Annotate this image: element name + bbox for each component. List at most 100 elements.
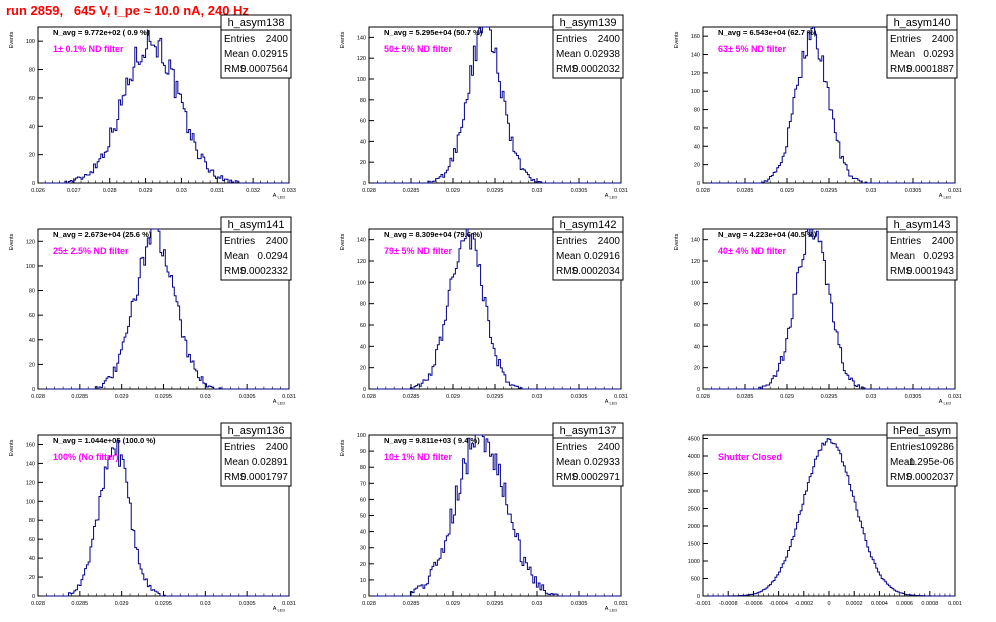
stats-value: 0.0002034 xyxy=(573,266,621,277)
x-tick-label: 0.03 xyxy=(532,188,543,194)
y-tick-label: 100 xyxy=(26,264,35,270)
stats-box xyxy=(220,422,292,487)
y-tick-label: 120 xyxy=(357,259,366,265)
stats-label: RMS xyxy=(890,266,913,277)
x-tick-label: 0.026 xyxy=(31,188,45,194)
stats-title: h_asym139 xyxy=(560,17,617,29)
y-axis-title: Events xyxy=(9,31,15,48)
stats-label: RMS xyxy=(224,266,247,277)
stats-label: RMS xyxy=(890,64,913,75)
stats-box xyxy=(552,14,624,79)
x-tick-label: 0.031 xyxy=(282,394,296,400)
stats-label: Entries xyxy=(890,236,921,247)
stats-title: hPed_asym xyxy=(893,425,951,437)
stats-value: 2400 xyxy=(266,442,289,453)
y-tick-label: 0 xyxy=(363,594,366,600)
x-tick-label: 0.0002 xyxy=(846,601,863,607)
x-tick-label: 0.028 xyxy=(696,188,710,194)
y-tick-label: 160 xyxy=(26,442,35,448)
stats-value: -1.295e-06 xyxy=(906,457,955,468)
x-tick-label: 0.0295 xyxy=(487,601,504,607)
x-tick-label: 0.03 xyxy=(532,601,543,607)
x-tick-label: 0.0285 xyxy=(737,188,754,194)
x-tick-label: 0.028 xyxy=(31,394,45,400)
stats-title: h_asym141 xyxy=(228,219,285,231)
y-axis-title: Events xyxy=(674,31,680,48)
y-axis-title: Events xyxy=(340,439,346,456)
stats-value: 0.02933 xyxy=(584,457,621,468)
navg-label: N_avg = 6.543e+04 (62.7 %) xyxy=(718,28,817,37)
y-tick-label: 60 xyxy=(29,313,35,319)
y-tick-label: 120 xyxy=(691,259,700,265)
stats-label: Mean xyxy=(890,457,915,468)
stats-label: Mean xyxy=(890,49,915,60)
stats-box xyxy=(886,14,958,79)
stats-title: h_asym142 xyxy=(560,219,617,231)
y-tick-label: 120 xyxy=(26,480,35,486)
stats-value: 2400 xyxy=(598,34,621,45)
y-tick-label: 40 xyxy=(694,344,700,350)
y-tick-label: 40 xyxy=(360,530,366,536)
y-axis-title: Events xyxy=(340,31,346,48)
y-tick-label: 2000 xyxy=(688,524,700,530)
y-tick-label: 10 xyxy=(360,578,366,584)
x-tick-label: 0.0305 xyxy=(905,188,922,194)
x-tick-label: 0.03 xyxy=(866,394,877,400)
histogram-line xyxy=(38,228,289,390)
y-tick-label: 0 xyxy=(363,181,366,187)
x-tick-label: 0.0305 xyxy=(571,394,588,400)
filter-label: 100% (No filter) xyxy=(53,452,119,462)
y-tick-label: 40 xyxy=(360,344,366,350)
x-tick-label: 0.029 xyxy=(115,394,129,400)
stats-box xyxy=(220,216,292,281)
stats-label: Entries xyxy=(556,34,587,45)
stats-value: 0.0293 xyxy=(923,251,954,262)
x-tick-label: 0.031 xyxy=(210,188,224,194)
x-tick-label: 0.029 xyxy=(780,188,794,194)
stats-box xyxy=(886,422,958,487)
x-tick-label: 0.001 xyxy=(948,601,962,607)
y-tick-label: 70 xyxy=(360,481,366,487)
x-tick-label: 0.029 xyxy=(446,601,460,607)
y-tick-label: 20 xyxy=(29,153,35,159)
x-axis-title: ALED xyxy=(605,193,618,200)
stats-value: 0.0002037 xyxy=(907,472,955,483)
stats-value: 2400 xyxy=(598,236,621,247)
histogram-panel-hPed_asym: -0.001 -0.0008 -0.0006 -0.0004 -0.0002 0 0.000… xyxy=(688,422,962,607)
y-tick-label: 80 xyxy=(360,465,366,471)
y-tick-label: 40 xyxy=(29,556,35,562)
stats-label: Entries xyxy=(224,34,255,45)
y-tick-label: 100 xyxy=(691,89,700,95)
navg-label: N_avg = 4.223e+04 (40.5 %) xyxy=(718,230,817,239)
stats-label: Entries xyxy=(890,442,921,453)
navg-label: N_avg = 2.673e+04 (25.6 %) xyxy=(53,230,152,239)
y-tick-label: 40 xyxy=(694,144,700,150)
x-tick-label: 0.029 xyxy=(115,601,129,607)
stats-value: 0.02915 xyxy=(252,49,289,60)
x-tick-label: 0.0285 xyxy=(403,394,420,400)
stats-label: Mean xyxy=(224,49,249,60)
y-tick-label: 20 xyxy=(694,366,700,372)
histogram-panel-h_asym138: 0.026 0.027 0.028 0.029 0.03 0.031 0.032 0.033 0… xyxy=(9,14,296,200)
x-tick-label: 0.0006 xyxy=(896,601,913,607)
x-tick-label: 0.028 xyxy=(103,188,117,194)
x-tick-label: 0.0305 xyxy=(571,601,588,607)
y-tick-label: 80 xyxy=(360,98,366,104)
y-tick-label: 120 xyxy=(357,56,366,62)
plot-frame xyxy=(37,26,290,184)
stats-label: Entries xyxy=(224,442,255,453)
x-axis-title: ALED xyxy=(273,606,286,613)
x-tick-label: 0.0285 xyxy=(71,601,88,607)
x-tick-label: 0.031 xyxy=(282,601,296,607)
y-tick-label: 140 xyxy=(691,53,700,59)
filter-label: 25± 2.5% ND filter xyxy=(53,246,129,256)
y-tick-label: 1000 xyxy=(688,559,700,565)
x-tick-label: 0.03 xyxy=(200,394,211,400)
y-tick-label: 80 xyxy=(29,518,35,524)
y-tick-label: 4000 xyxy=(688,454,700,460)
x-tick-label: 0.028 xyxy=(362,394,376,400)
filter-label: Shutter Closed xyxy=(718,452,782,462)
x-tick-label: 0.029 xyxy=(446,188,460,194)
stats-value: 109286 xyxy=(921,442,955,453)
x-tick-label: 0.0008 xyxy=(921,601,938,607)
